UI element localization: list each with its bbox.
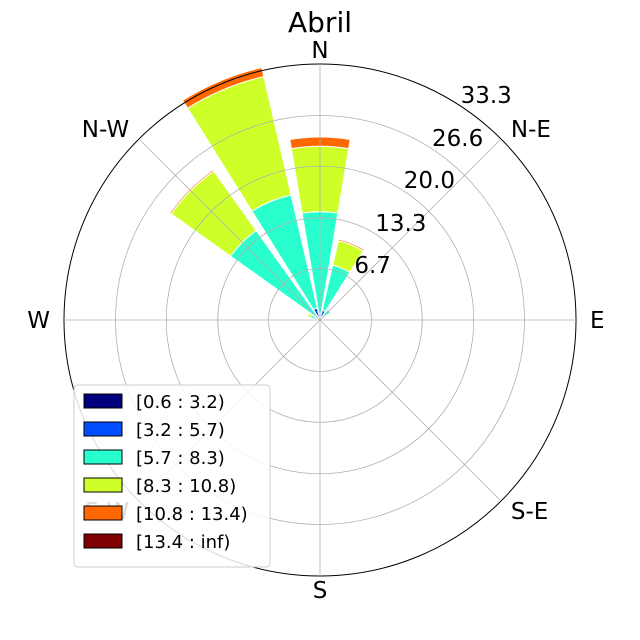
- legend-swatch: [83, 477, 123, 493]
- direction-label: N-W: [82, 117, 129, 143]
- sector-bar: [337, 238, 365, 252]
- direction-label: N-E: [511, 117, 551, 143]
- grid-spoke: [138, 138, 321, 321]
- legend-frame: [73, 384, 271, 568]
- direction-label: W: [27, 308, 50, 334]
- legend: [0.6 : 3.2) [3.2 : 5.7) [5.7 : 8.3) [8.3 : …: [73, 384, 271, 568]
- direction-label: S-E: [511, 499, 548, 525]
- sector-bar: [306, 312, 313, 319]
- radial-tick-label: 6.7: [354, 253, 391, 279]
- chart-title: Abril: [288, 6, 352, 39]
- legend-swatch: [83, 421, 123, 437]
- radial-tick-label: 33.3: [461, 83, 512, 109]
- direction-label: S: [313, 578, 328, 604]
- radial-tick-label: 26.6: [432, 126, 483, 152]
- legend-label: [5.7 : 8.3): [136, 448, 225, 469]
- legend-label: [3.2 : 5.7): [136, 420, 225, 441]
- direction-label: N: [311, 38, 328, 64]
- legend-swatch: [83, 533, 123, 549]
- legend-label: [8.3 : 10.8): [136, 476, 236, 497]
- radial-tick-label: 20.0: [404, 168, 455, 194]
- direction-label: E: [590, 308, 605, 334]
- legend-label: [10.8 : 13.4): [136, 504, 248, 525]
- legend-swatch: [83, 505, 123, 521]
- legend-swatch: [83, 449, 123, 465]
- grid-spoke: [319, 319, 502, 502]
- legend-label: [0.6 : 3.2): [136, 392, 225, 413]
- radial-tick-labels: 6.7 13.3 20.0 26.6 33.3: [354, 83, 512, 279]
- legend-label: [13.4 : inf): [136, 532, 230, 553]
- sector-bar: [182, 66, 265, 109]
- wind-sectors: [169, 66, 365, 322]
- radial-tick-label: 13.3: [375, 211, 426, 237]
- sector-bar: [169, 169, 215, 215]
- grid-spoke: [319, 138, 502, 321]
- legend-swatch: [83, 393, 123, 409]
